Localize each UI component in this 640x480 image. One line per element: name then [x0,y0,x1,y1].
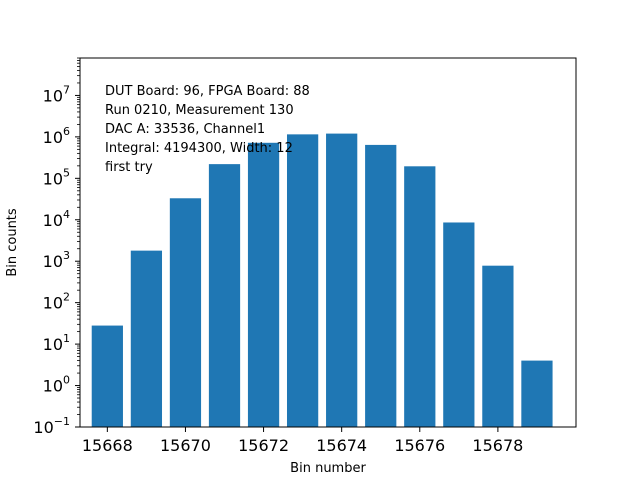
y-axis-label: Bin counts [5,208,20,277]
y-tick-label: 100 [43,374,70,396]
y-tick-label: 107 [43,83,70,105]
x-axis-ticks: 15668 15670 15672 15674 15676 15678 [82,427,523,455]
y-tick-label: 104 [43,208,70,230]
annotation-line: DAC A: 33536, Channel1 [105,122,265,137]
x-tick-label: 15674 [316,436,367,455]
bar-group [91,133,553,428]
bar-15668 [91,325,123,427]
bar-15675 [365,144,397,428]
plot-frame [79,57,577,428]
bar-15676 [404,166,436,427]
x-axis-label: Bin number [290,461,366,476]
annotation-box: DUT Board: 96, FPGA Board: 88 Run 0210, M… [105,84,310,175]
bar-15671 [208,164,241,428]
bar-15670 [169,198,202,427]
bar-15678 [482,265,514,427]
bar-15679 [521,360,553,427]
y-tick-label: 103 [43,249,70,271]
bar-15672 [247,142,280,427]
bar-15677 [443,222,475,427]
y-tick-label: 106 [43,125,70,147]
annotation-line: Integral: 4194300, Width: 12 [105,141,293,156]
annotation-line: Run 0210, Measurement 130 [105,103,294,118]
x-tick-label: 15678 [472,436,523,455]
x-tick-label: 15672 [238,436,289,455]
bar-15673 [286,134,319,428]
x-tick-label: 15670 [160,436,211,455]
y-axis-ticks: 10−1 100 101 102 103 104 105 106 107 [33,57,80,437]
bar-15669 [130,250,163,427]
x-tick-label: 15676 [394,436,445,455]
y-tick-label: 105 [43,166,70,188]
annotation-line: DUT Board: 96, FPGA Board: 88 [105,84,310,99]
bar-15674 [326,133,358,427]
annotation-line: first try [105,160,153,175]
y-tick-label: 10−1 [33,415,70,437]
y-tick-label: 101 [43,332,70,354]
x-tick-label: 15668 [82,436,133,455]
y-tick-label: 102 [43,291,70,313]
